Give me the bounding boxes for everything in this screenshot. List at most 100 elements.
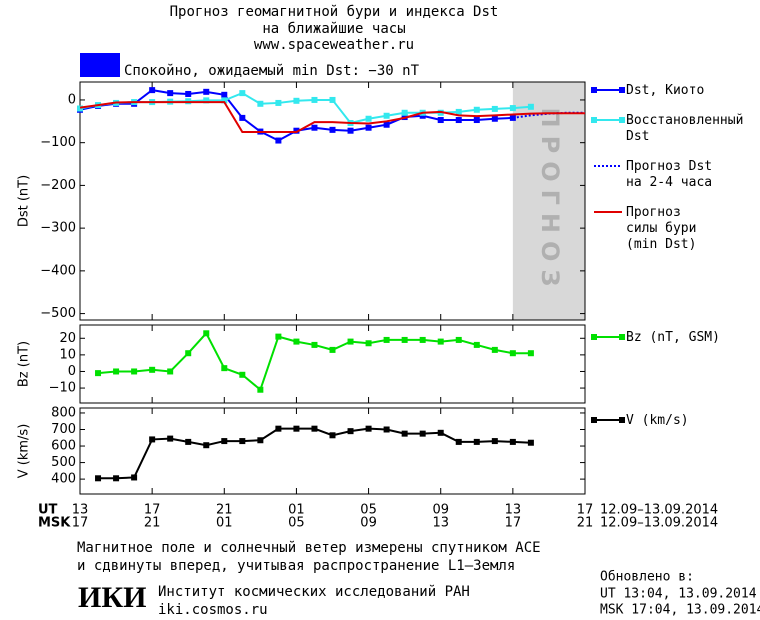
data-point — [203, 330, 210, 337]
data-point — [455, 438, 462, 445]
data-point — [149, 436, 156, 443]
data-point — [95, 475, 102, 482]
x-tick-label: 01 — [288, 503, 305, 518]
data-point — [365, 115, 372, 122]
legend-marker — [591, 334, 597, 340]
x-row-label: MSK — [38, 516, 71, 531]
data-point — [221, 438, 228, 445]
data-point — [293, 127, 300, 134]
data-point — [473, 117, 480, 124]
data-point — [491, 438, 498, 445]
data-point — [311, 425, 318, 432]
data-point — [275, 137, 282, 144]
data-point — [509, 438, 516, 445]
legend-line: Восстановленный — [626, 113, 743, 128]
data-point — [347, 428, 354, 435]
y-tick-label: 10 — [59, 347, 76, 362]
data-point — [293, 425, 300, 432]
data-point — [311, 341, 318, 348]
data-point — [167, 368, 174, 375]
plot-frame — [79, 324, 586, 404]
data-point — [383, 121, 390, 128]
y-axis-label: Bz (nT) — [17, 341, 32, 387]
plot-frame — [79, 407, 586, 495]
data-point — [491, 346, 498, 353]
x-tick-label: 21 — [577, 516, 594, 531]
data-point — [239, 438, 246, 445]
data-point — [401, 109, 408, 116]
x-tick-label: 17 — [505, 516, 522, 531]
legend-line: V (km/s) — [626, 413, 689, 428]
x-tick-label: 13 — [72, 503, 89, 518]
data-point — [203, 88, 210, 95]
y-tick-label: 400 — [51, 472, 76, 487]
data-point — [275, 333, 282, 340]
legend-line: (min Dst) — [626, 237, 696, 252]
note-line: Магнитное поле и солнечный ветер измерен… — [77, 540, 541, 556]
status-swatch — [80, 53, 120, 77]
forecast-label: ПРОГНОЗ — [536, 108, 564, 295]
data-point — [311, 124, 318, 131]
data-point — [455, 117, 462, 124]
x-tick-label: 13 — [505, 503, 522, 518]
x-tick-label: 09 — [432, 503, 449, 518]
x-tick-label: 17 — [72, 516, 89, 531]
y-tick-label: −400 — [40, 263, 76, 278]
data-point — [419, 430, 426, 437]
data-point — [293, 97, 300, 104]
data-point — [275, 425, 282, 432]
x-tick-label: 09 — [360, 516, 377, 531]
data-point — [455, 336, 462, 343]
data-point — [221, 91, 228, 98]
data-point — [77, 105, 83, 112]
x-tick-label: 21 — [216, 503, 233, 518]
institute: Институт космических исследований РАН — [158, 584, 470, 600]
data-point — [509, 105, 516, 112]
data-point — [509, 350, 516, 357]
data-point — [365, 425, 372, 432]
legend-label: Bz (nT, GSM) — [626, 330, 720, 345]
plot-frame — [79, 81, 586, 321]
title: Прогноз геомагнитной бури и индекса Dst — [170, 4, 499, 20]
y-tick-label: −500 — [40, 306, 76, 321]
data-point — [419, 336, 426, 343]
data-point — [527, 439, 534, 446]
y-tick-label: 0 — [68, 92, 76, 107]
legend-marker — [591, 417, 597, 423]
data-point — [473, 438, 480, 445]
legend-marker — [619, 417, 625, 423]
data-point — [113, 475, 120, 482]
data-point — [185, 350, 192, 357]
data-point — [365, 124, 372, 131]
y-tick-label: −10 — [49, 381, 76, 396]
data-point — [329, 126, 336, 133]
legend-line: Bz (nT, GSM) — [626, 330, 720, 345]
data-point — [113, 368, 120, 375]
data-point — [257, 100, 264, 107]
status-text: Спокойно, ожидаемый min Dst: −30 nT — [124, 63, 420, 79]
data-point — [491, 115, 498, 122]
legend-line: Dst, Киото — [626, 83, 704, 98]
y-tick-label: −200 — [40, 178, 76, 193]
data-point — [347, 127, 354, 134]
data-point — [95, 370, 102, 377]
data-point — [221, 365, 228, 372]
data-point — [293, 338, 300, 345]
x-tick-label: 05 — [288, 516, 305, 531]
data-point — [329, 346, 336, 353]
data-point — [131, 368, 138, 375]
legend-line: Прогноз — [626, 205, 681, 220]
url: www.spaceweather.ru — [254, 37, 414, 53]
y-tick-label: −300 — [40, 221, 76, 236]
x-tick-label: 17 — [144, 503, 161, 518]
data-point — [455, 108, 462, 115]
y-tick-label: 20 — [59, 331, 76, 346]
data-point — [185, 438, 192, 445]
legend-label: Dst, Киото — [626, 83, 704, 98]
data-point — [149, 366, 156, 373]
data-point — [527, 103, 534, 110]
date-range: 12.09–13.09.2014 — [600, 516, 718, 531]
y-tick-label: 0 — [68, 364, 76, 379]
data-point — [527, 350, 534, 357]
data-point — [167, 90, 174, 97]
